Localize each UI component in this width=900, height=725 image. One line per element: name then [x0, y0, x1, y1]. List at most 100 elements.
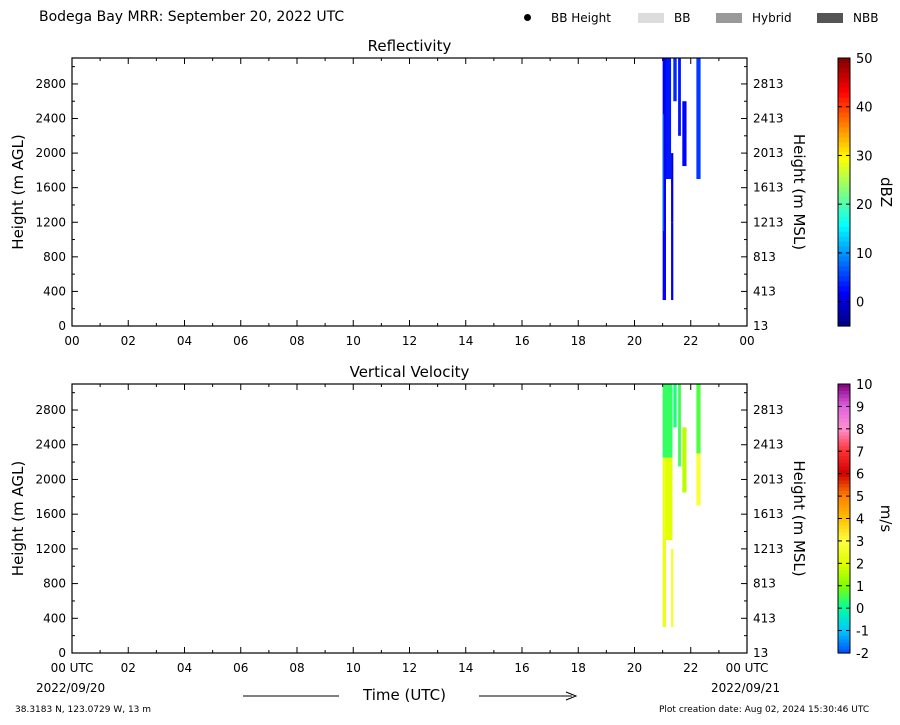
colorbar-cell	[838, 539, 850, 544]
colorbar-cell	[838, 152, 850, 158]
plot-frame	[71, 57, 748, 327]
data-cell	[662, 114, 664, 231]
legend-label: Hybrid	[752, 11, 792, 25]
colorbar-cell	[838, 456, 850, 461]
colorbar-cell	[838, 490, 850, 495]
y-tick-label: 2800	[35, 77, 66, 91]
colorbar-cell	[838, 459, 850, 464]
panel-title: Vertical Velocity	[350, 363, 470, 381]
colorbar-cell	[838, 425, 850, 430]
colorbar-cell	[838, 316, 850, 322]
colorbar-cell	[838, 132, 850, 139]
y-tick-label-right: 2013	[753, 472, 784, 486]
y-tick-label: 0	[58, 646, 66, 660]
colorbar-cell	[838, 608, 850, 613]
colorbar-tick-label: 7	[856, 445, 864, 460]
colorbar-cell	[838, 306, 850, 312]
end-date: 2022/09/21	[711, 681, 781, 695]
colorbar-cell	[838, 97, 850, 104]
colorbar-cell	[838, 421, 850, 426]
colorbar-cell	[838, 384, 850, 389]
colorbar-cell	[838, 435, 850, 440]
colorbar-cell	[838, 206, 850, 213]
data-cell	[696, 384, 701, 454]
colorbar-cell	[838, 411, 850, 416]
colorbar-cell	[838, 573, 850, 578]
colorbar-cell	[838, 415, 850, 420]
colorbar-cell	[838, 127, 850, 134]
y-tick-label-right: 2413	[753, 112, 784, 126]
colorbar-frame	[837, 57, 851, 327]
colorbar-cell	[838, 281, 850, 287]
colorbar-cell	[838, 535, 850, 540]
colorbar-label: m/s	[877, 505, 895, 533]
y-tick-label: 1200	[35, 215, 66, 229]
colorbar-cell	[838, 137, 850, 143]
y-tick-label: 2400	[35, 438, 66, 452]
x-axis-label: Time (UTC)	[363, 686, 446, 704]
y-tick-label-right: 1613	[753, 507, 784, 521]
colorbar-cell	[838, 635, 850, 640]
y-tick-label-right: 2813	[753, 403, 784, 417]
colorbar-cell	[838, 621, 850, 627]
colorbar-tick-label: 0	[856, 296, 864, 311]
y-tick-label-right: 813	[753, 577, 776, 591]
y-tick-label-right: 413	[753, 611, 776, 625]
colorbar-cell	[838, 521, 850, 526]
colorbar-cell	[838, 321, 850, 327]
colorbar-tick-label: 1	[856, 580, 864, 595]
colorbar-cell	[838, 291, 850, 297]
colorbar-cell	[838, 449, 850, 454]
colorbar-cell	[838, 147, 850, 153]
y-tick-label: 800	[43, 250, 66, 264]
colorbar-cell	[838, 497, 850, 502]
colorbar-cell	[838, 480, 850, 485]
colorbar-tick-label: -2	[856, 647, 869, 662]
y-tick-label-right: 13	[753, 646, 768, 660]
colorbar-cell	[838, 646, 850, 651]
colorbar-cell	[838, 477, 850, 482]
colorbar-cell	[838, 390, 850, 395]
colorbar-cell	[838, 216, 850, 223]
colorbar-cell	[838, 580, 850, 585]
arrow-head-icon	[565, 691, 578, 701]
colorbar-cell	[838, 618, 850, 623]
x-tick-label: 00	[64, 334, 79, 348]
colorbar-tick-label: 2	[856, 557, 864, 572]
colorbar-cell	[838, 117, 850, 124]
colorbar-cell	[838, 192, 850, 198]
data-cell	[662, 58, 666, 301]
colorbar-tick-label: 6	[856, 468, 864, 483]
legend-label: BB Height	[551, 11, 611, 25]
colorbar-cell	[838, 511, 850, 516]
y-tick-label-right: 813	[753, 250, 776, 264]
x-tick-label: 18	[571, 661, 586, 675]
y-tick-label: 2400	[35, 112, 66, 126]
x-tick-label: 06	[233, 661, 248, 675]
y-tick-label-right: 413	[753, 284, 776, 298]
colorbar-tick-label: -1	[856, 625, 869, 640]
y-tick-label-right: 2813	[753, 77, 784, 91]
legend-hybrid: Hybrid	[716, 11, 792, 25]
colorbar-cell	[838, 494, 850, 499]
x-tick-label: 10	[346, 661, 361, 675]
colorbar-cell	[838, 92, 850, 99]
y-axis-label-right: Height (m MSL)	[790, 460, 808, 576]
colorbar-cell	[838, 266, 850, 273]
x-tick-label: 14	[458, 334, 473, 348]
colorbar-cell	[838, 226, 850, 233]
bb-height-dot-icon	[524, 14, 531, 21]
x-tick-label: 10	[346, 334, 361, 348]
colorbar-cell	[838, 542, 850, 547]
colorbar-cell	[838, 590, 850, 595]
x-tick-label: 02	[121, 334, 136, 348]
colorbar-cell	[838, 577, 850, 582]
x-tick-label: 06	[233, 334, 248, 348]
data-cell	[678, 384, 681, 467]
data-cell	[682, 427, 687, 493]
data-cell	[673, 384, 677, 428]
colorbar-tick-label: 40	[856, 101, 873, 116]
colorbar-cell	[838, 604, 850, 609]
x-tick-label: 00	[739, 334, 754, 348]
